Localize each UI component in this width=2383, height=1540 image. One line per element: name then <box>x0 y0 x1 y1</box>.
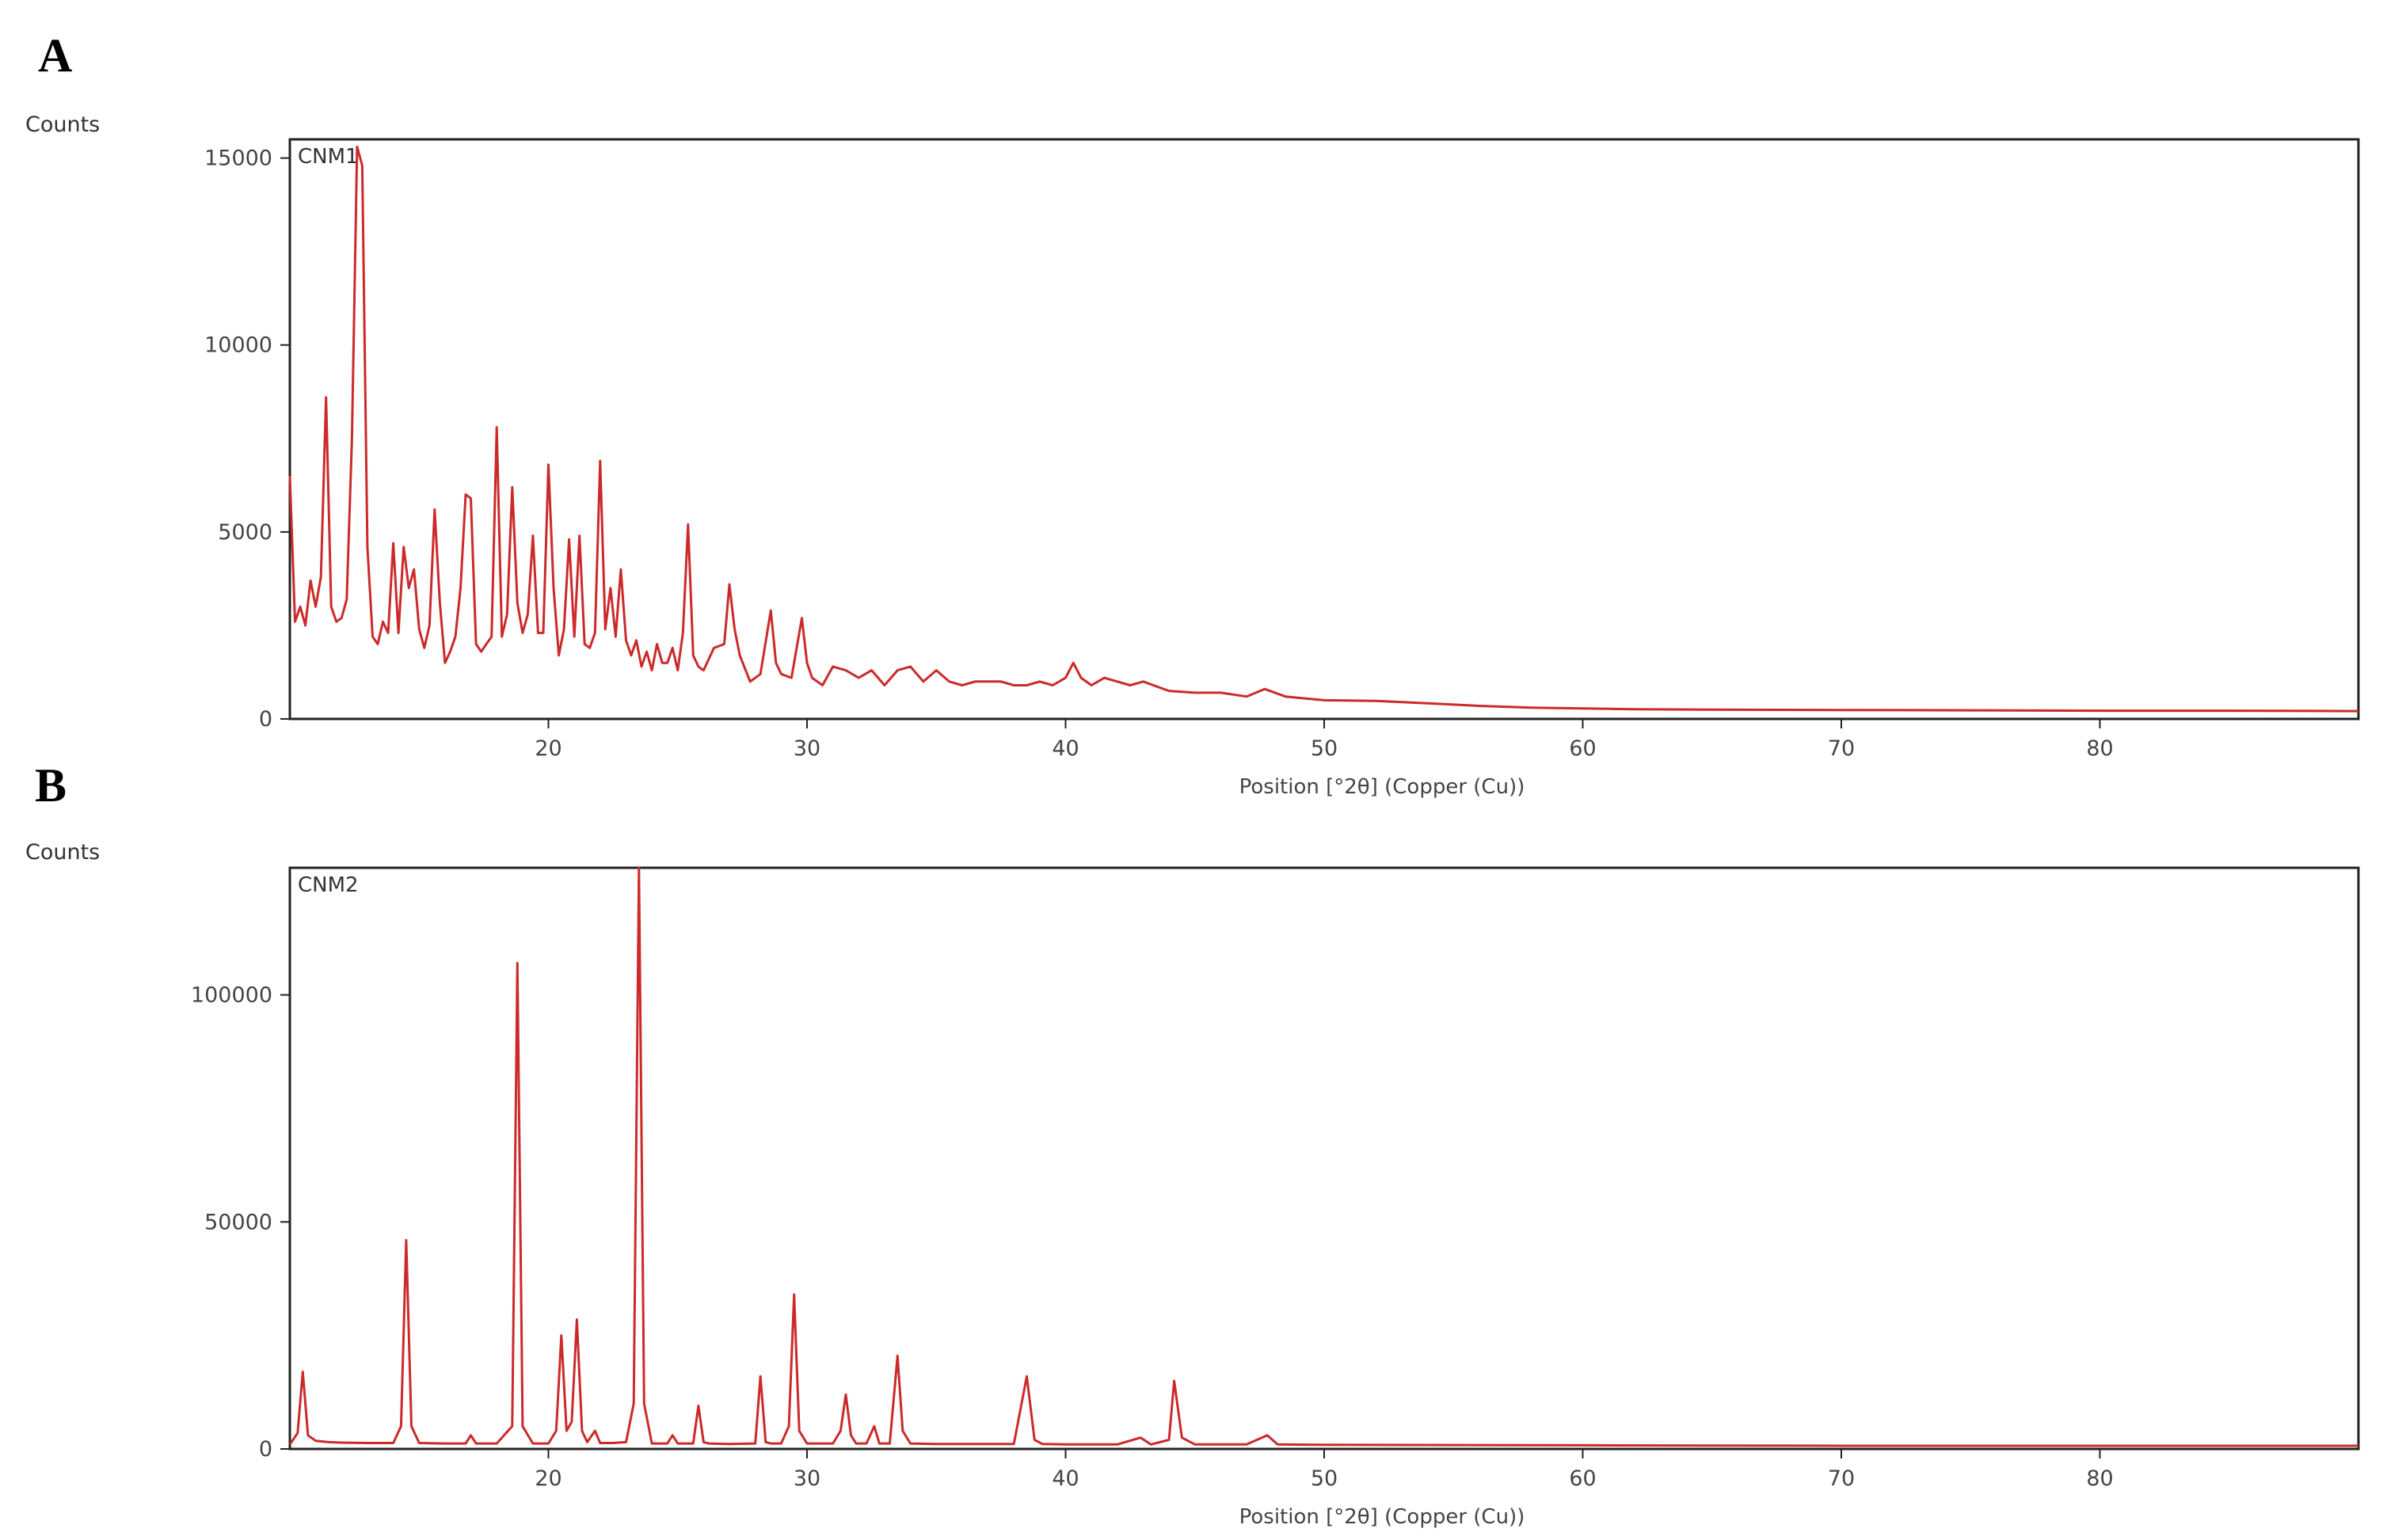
y-tick-label-a: 10000 <box>204 333 272 358</box>
x-tick-label-a: 20 <box>535 736 561 761</box>
y-tick-label-a: 5000 <box>218 520 272 545</box>
x-axis-label-a: Position [°2θ] (Copper (Cu)) <box>1239 775 1525 799</box>
x-tick-label-b: 70 <box>1828 1466 1855 1491</box>
x-tick-label-b: 50 <box>1311 1466 1338 1491</box>
y-tick-label-a: 0 <box>259 707 272 732</box>
panel-label-a: A <box>38 29 73 82</box>
x-tick-label-a: 60 <box>1569 736 1596 761</box>
y-tick-label-b: 50000 <box>204 1210 272 1234</box>
diffraction-line-a <box>288 145 2359 713</box>
series-name-b: CNM2 <box>298 873 359 897</box>
y-axis-label-a: Counts <box>25 112 101 137</box>
diffraction-line-b <box>288 866 2358 1447</box>
plot-frame-b <box>288 866 2360 1451</box>
series-name-a: CNM1 <box>298 145 359 169</box>
plot-frame-a <box>288 138 2360 721</box>
x-axis-label-b: Position [°2θ] (Copper (Cu)) <box>1239 1505 1525 1529</box>
x-tick-label-b: 20 <box>535 1466 561 1491</box>
x-tick-label-b: 40 <box>1052 1466 1079 1491</box>
x-tick-label-b: 30 <box>794 1466 820 1491</box>
y-axis-label-b: Counts <box>25 840 101 865</box>
y-tick-label-a: 15000 <box>204 146 272 171</box>
x-tick-label-a: 50 <box>1311 736 1338 761</box>
x-tick-label-b: 60 <box>1569 1466 1596 1491</box>
panel-label-b: B <box>35 759 67 812</box>
x-tick-label-b: 80 <box>2086 1466 2113 1491</box>
x-tick-label-a: 30 <box>794 736 820 761</box>
x-tick-label-a: 70 <box>1828 736 1855 761</box>
x-tick-label-a: 40 <box>1052 736 1079 761</box>
y-tick-label-b: 100000 <box>191 983 272 1008</box>
y-tick-label-b: 0 <box>259 1437 272 1462</box>
x-tick-label-a: 80 <box>2086 736 2113 761</box>
